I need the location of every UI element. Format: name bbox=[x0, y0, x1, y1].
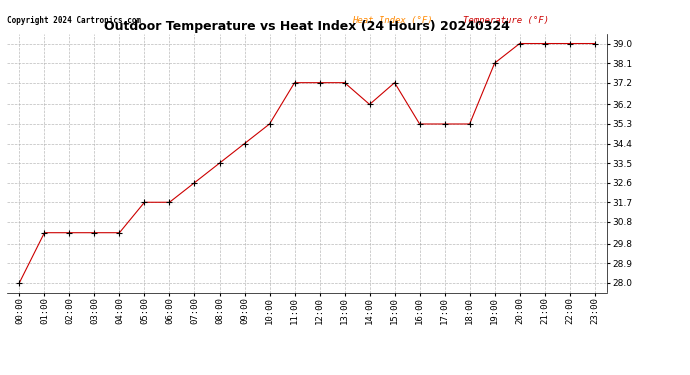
Title: Outdoor Temperature vs Heat Index (24 Hours) 20240324: Outdoor Temperature vs Heat Index (24 Ho… bbox=[104, 20, 510, 33]
Text: Copyright 2024 Cartronics.com: Copyright 2024 Cartronics.com bbox=[7, 16, 141, 25]
Text: Temperature (°F): Temperature (°F) bbox=[463, 16, 549, 25]
Text: Heat Index (°F): Heat Index (°F) bbox=[352, 16, 433, 25]
